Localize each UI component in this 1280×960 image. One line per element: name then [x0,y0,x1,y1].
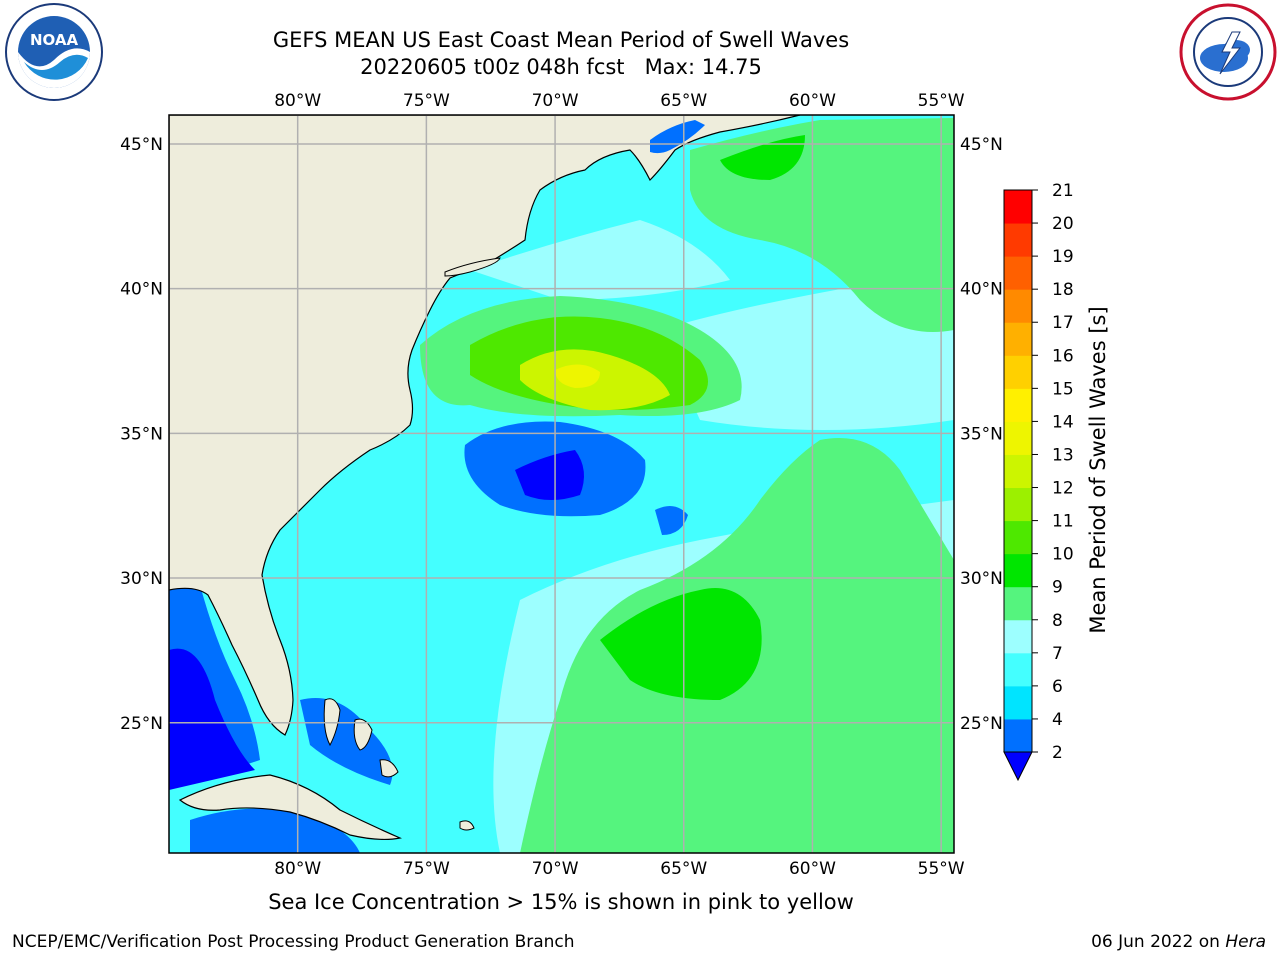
swell-zone-deep-blue-central [515,450,584,500]
swell-zone-bright-green-south [600,588,762,700]
colorbar-swatch [1004,289,1032,323]
colorbar-tick-label: 18 [1052,280,1074,300]
lat-labels-left: 45°N 40°N 35°N 30°N 25°N [120,135,163,734]
colorbar-swatch [1004,619,1032,654]
land-bahamas-3 [379,759,399,778]
colorbar-tick-label: 9 [1052,578,1063,598]
colorbar-swatch [1004,586,1032,621]
colorbar-tick-label: 19 [1052,247,1074,267]
colorbar-swatch [1004,553,1032,588]
lat-label-left: 40°N [120,280,163,300]
colorbar-swatch [1004,685,1032,720]
colorbar-swatch [1004,355,1032,389]
colorbar-tick-label: 12 [1052,479,1074,499]
colorbar-tick-label: 20 [1052,214,1074,234]
noaa-logo-icon: NOAA [5,3,103,101]
land-bahamas-1 [323,698,341,747]
lon-label-bottom: 65°W [660,859,707,879]
lat-label-left: 35°N [120,424,163,444]
lon-label-top: 55°W [918,91,965,111]
lon-label-bottom: 75°W [403,859,450,879]
lon-label-top: 75°W [403,91,450,111]
lon-labels-top: 80°W 75°W 70°W 65°W 60°W 55°W [274,91,965,111]
lon-label-top: 70°W [532,91,579,111]
noaa-logo-text: NOAA [30,31,79,49]
lon-label-bottom: 70°W [532,859,579,879]
credit-branch: NCEP/EMC/Verification Post Processing Pr… [12,932,575,952]
colorbar-swatch [1004,454,1032,489]
colorbar-tick-label: 13 [1052,445,1074,465]
colorbar-tick-label: 6 [1052,677,1063,697]
lon-labels-bottom: 80°W 75°W 70°W 65°W 60°W 55°W [274,859,965,879]
land-long-island [444,257,501,277]
lat-label-right: 40°N [960,280,1003,300]
swell-zone-blue-bahamas [300,698,393,785]
lat-label-right: 30°N [960,569,1003,589]
colorbar-swatch [1004,520,1032,555]
lon-label-bottom: 80°W [274,859,321,879]
colorbar-tick-label: 11 [1052,512,1074,532]
lat-label-right: 35°N [960,424,1003,444]
colorbar-tick-label: 4 [1052,710,1063,730]
colorbar-under-arrow [1003,751,1033,782]
colorbar-swatch [1004,223,1032,257]
lon-label-top: 80°W [274,91,321,111]
lon-label-bottom: 55°W [918,859,965,879]
swell-zone-blue-spot [655,506,688,535]
land-north-america [169,115,801,736]
colorbar-tick-label: 14 [1052,412,1074,432]
colorbar-tick-label: 8 [1052,611,1063,631]
colorbar-frame [1003,189,1033,753]
chart-subtitle: 20220605 t00z 048h fcst Max: 14.75 [360,55,762,79]
chart-title: GEFS MEAN US East Coast Mean Period of S… [272,28,850,52]
colorbar-swatch [1004,190,1032,224]
map-frame [168,114,955,854]
swell-zone-light-cyan-mid [470,220,730,300]
lat-labels-right: 45°N 40°N 35°N 30°N 25°N [960,135,1003,734]
map-area [169,115,954,853]
land-cuba [178,774,402,841]
colorbar-swatch [1004,421,1032,455]
swell-zone-yellow-max [555,364,600,388]
land-bahamas-2 [353,718,373,751]
lon-label-top: 65°W [660,91,707,111]
lat-label-left: 45°N [120,135,163,155]
credit-host: Hera [1225,932,1266,952]
colorbar-swatch [1004,256,1032,290]
colorbar-tick-label: 21 [1052,181,1074,201]
lat-label-left: 30°N [120,569,163,589]
colorbar-swatch [1004,718,1032,753]
colorbar-swatch [1004,487,1032,522]
colorbar-tick-label: 17 [1052,313,1074,333]
colorbar-tick-label: 2 [1052,743,1063,763]
lat-label-right: 45°N [960,135,1003,155]
map-gridlines [169,115,954,853]
colorbar-swatch [1004,322,1032,356]
lon-label-top: 60°W [789,91,836,111]
sea-ice-note: Sea Ice Concentration > 15% is shown in … [268,890,854,914]
lon-label-bottom: 60°W [789,859,836,879]
land-island-small [459,820,475,831]
swell-zone-blue-fundy [650,120,705,154]
colorbar: 2 4 6 7 8 9 10 11 12 13 14 15 16 17 18 19 20 21 [1003,181,1074,782]
credit-date-text: 06 Jun 2022 on [1091,932,1226,952]
colorbar-tick-label: 16 [1052,346,1074,366]
colorbar-tick-label: 15 [1052,379,1074,399]
colorbar-label: Mean Period of Swell Waves [s] [1086,306,1110,634]
lat-label-right: 25°N [960,714,1003,734]
credit-date: 06 Jun 2022 on Hera [1091,932,1266,952]
colorbar-tick-label: 10 [1052,545,1074,565]
colorbar-swatch [1004,652,1032,687]
nws-logo-icon [1179,3,1277,101]
colorbar-tick-label: 7 [1052,644,1063,664]
lat-label-left: 25°N [120,714,163,734]
swell-zone-bright-green-north [720,135,805,180]
colorbar-swatch [1004,388,1032,422]
swell-zone-deep-blue-gulf [169,648,255,790]
